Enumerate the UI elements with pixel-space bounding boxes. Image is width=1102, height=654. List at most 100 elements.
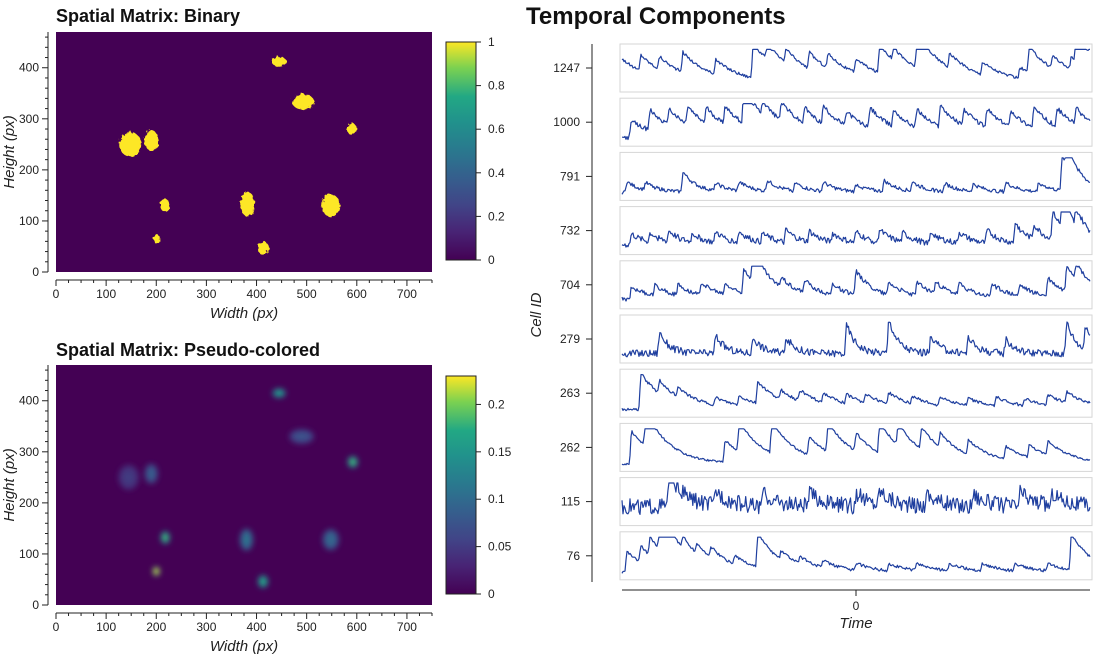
x-tick-label: 400 — [247, 620, 267, 634]
cell-core — [154, 569, 158, 574]
trace-line-262 — [621, 428, 1091, 466]
y-axis-label: Height (px) — [1, 115, 18, 188]
trace-panel — [619, 43, 1093, 93]
y-tick-label: 115 — [561, 495, 580, 509]
trace-panel — [619, 97, 1093, 147]
y-tick-label: 1247 — [553, 61, 580, 75]
pseudo-colorbar: 0 0.05 0.1 0.15 0.2 — [445, 375, 512, 601]
y-tick-label: 400 — [19, 61, 39, 75]
y-tick-label: 732 — [560, 224, 580, 238]
cell-core — [276, 391, 283, 396]
cell-core — [296, 433, 308, 440]
x-tick-label: 0 — [853, 599, 860, 613]
x-tick-label: 500 — [297, 287, 317, 301]
x-tick-label: 600 — [347, 287, 367, 301]
cell-footprint — [292, 94, 315, 110]
x-tick-label: 0 — [53, 287, 60, 301]
x-tick-label: 200 — [146, 620, 166, 634]
cell-core — [327, 535, 335, 545]
trace-line-76 — [621, 536, 1091, 574]
colorbar-gradient — [445, 375, 477, 595]
y-tick-label: 400 — [19, 394, 39, 408]
cell-core — [124, 471, 134, 483]
colorbar-tick-label: 0 — [488, 253, 495, 267]
cell-group — [119, 56, 357, 255]
temporal-title: Temporal Components — [526, 3, 786, 30]
y-tick-label: 791 — [560, 169, 580, 183]
y-tick-label: 1000 — [553, 115, 580, 129]
trace-panel — [619, 151, 1093, 201]
x-tick-label: 400 — [247, 287, 267, 301]
colorbar-tick-label: 0.15 — [488, 445, 512, 459]
pseudo-heatmap: 0 100 200 300 400 500 600 700 0 100 200 300 400 Width… — [1, 365, 433, 654]
trace-panel — [619, 260, 1093, 310]
y-tick-label: 704 — [560, 278, 580, 292]
y-tick-label: 263 — [560, 386, 580, 400]
y-tick-label: 76 — [567, 549, 581, 563]
trace-line-263 — [621, 374, 1091, 412]
cell-footprint — [346, 123, 357, 135]
heatmap-background — [56, 365, 432, 605]
cell-core — [163, 534, 168, 541]
y-tick-label: 300 — [19, 445, 39, 459]
cell-core — [148, 469, 155, 479]
trace-panel — [619, 422, 1093, 472]
cell-core — [260, 578, 266, 585]
colorbar-tick-label: 0.2 — [488, 397, 505, 411]
x-tick-label: 0 — [53, 620, 60, 634]
y-tick-label: 300 — [19, 112, 39, 126]
y-tick-label: 262 — [560, 440, 580, 454]
cell-footprint — [272, 56, 287, 67]
x-tick-label: 300 — [196, 287, 216, 301]
cell-footprint — [144, 130, 159, 151]
x-tick-label: 200 — [146, 287, 166, 301]
y-tick-label: 0 — [32, 265, 39, 279]
cell-group — [118, 388, 358, 588]
colorbar-tick-label: 0.4 — [488, 166, 505, 180]
colorbar-tick-label: 0.2 — [488, 209, 505, 223]
colorbar-tick-label: 0.8 — [488, 79, 505, 93]
colorbar-tick-label: 0.6 — [488, 122, 505, 136]
binary-panel-title: Spatial Matrix: Binary — [56, 6, 241, 26]
colorbar-tick-label: 0.1 — [488, 492, 505, 506]
x-tick-label: 700 — [397, 287, 417, 301]
y-tick-label: 100 — [19, 214, 39, 228]
x-tick-label: 700 — [397, 620, 417, 634]
x-tick-label: 100 — [96, 620, 116, 634]
x-axis-label: Time — [839, 615, 872, 632]
cell-footprint — [119, 132, 142, 157]
cell-core — [350, 459, 356, 465]
trace-panel — [619, 368, 1093, 418]
trace-line-1000 — [622, 103, 1091, 141]
cell-footprint — [152, 234, 160, 244]
y-tick-label: 0 — [32, 598, 39, 612]
x-tick-label: 100 — [96, 287, 116, 301]
cell-footprint — [257, 241, 269, 255]
x-tick-label: 600 — [347, 620, 367, 634]
binary-heatmap: 0 100 200 300 400 500 600 700 0 100 200 300 400 Width… — [1, 32, 433, 322]
trace-panel — [619, 531, 1093, 581]
colorbar-tick-label: 1 — [488, 35, 495, 49]
trace-line-732 — [621, 211, 1091, 248]
x-tick-label: 300 — [196, 620, 216, 634]
x-axis-label: Width (px) — [210, 305, 278, 322]
y-tick-label: 279 — [560, 332, 580, 346]
cell-footprint — [240, 191, 255, 217]
trace-line-279 — [621, 321, 1091, 358]
binary-colorbar: 0 0.2 0.4 0.6 0.8 1 — [445, 35, 505, 267]
y-tick-label: 200 — [19, 496, 39, 510]
cell-footprint — [159, 198, 170, 212]
y-tick-label: 100 — [19, 547, 39, 561]
colorbar-tick-label: 0.05 — [488, 540, 512, 554]
trace-panel — [619, 206, 1093, 256]
colorbar-gradient — [445, 41, 477, 261]
trace-line-1247 — [621, 48, 1090, 79]
trace-line-791 — [621, 157, 1091, 195]
x-axis-label: Width (px) — [210, 638, 278, 654]
cell-footprint — [321, 194, 340, 217]
trace-line-704 — [621, 265, 1091, 302]
cell-core — [243, 534, 250, 545]
temporal-traces: Cell ID 1247 1000 791 732 704 279 263 262 115 76 0 T… — [528, 43, 1093, 632]
y-tick-label: 200 — [19, 163, 39, 177]
